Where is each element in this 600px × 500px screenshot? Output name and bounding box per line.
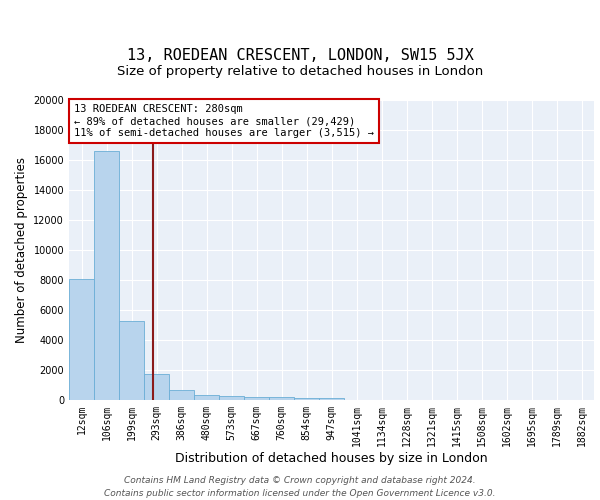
Bar [94,151,119,400]
Text: 13, ROEDEAN CRESCENT, LONDON, SW15 5JX: 13, ROEDEAN CRESCENT, LONDON, SW15 5JX [127,48,473,62]
Bar [70,278,94,400]
Bar [145,374,169,400]
Bar [319,398,344,400]
Text: Contains HM Land Registry data © Crown copyright and database right 2024.
Contai: Contains HM Land Registry data © Crown c… [104,476,496,498]
Text: 13 ROEDEAN CRESCENT: 280sqm
← 89% of detached houses are smaller (29,429)
11% of: 13 ROEDEAN CRESCENT: 280sqm ← 89% of det… [74,104,374,138]
Bar [244,396,269,400]
Bar [169,390,194,400]
Bar [269,397,293,400]
Y-axis label: Number of detached properties: Number of detached properties [15,157,28,343]
X-axis label: Distribution of detached houses by size in London: Distribution of detached houses by size … [175,452,488,464]
Bar [220,396,244,400]
Bar [119,320,143,400]
Text: Size of property relative to detached houses in London: Size of property relative to detached ho… [117,64,483,78]
Bar [295,398,319,400]
Bar [194,395,218,400]
